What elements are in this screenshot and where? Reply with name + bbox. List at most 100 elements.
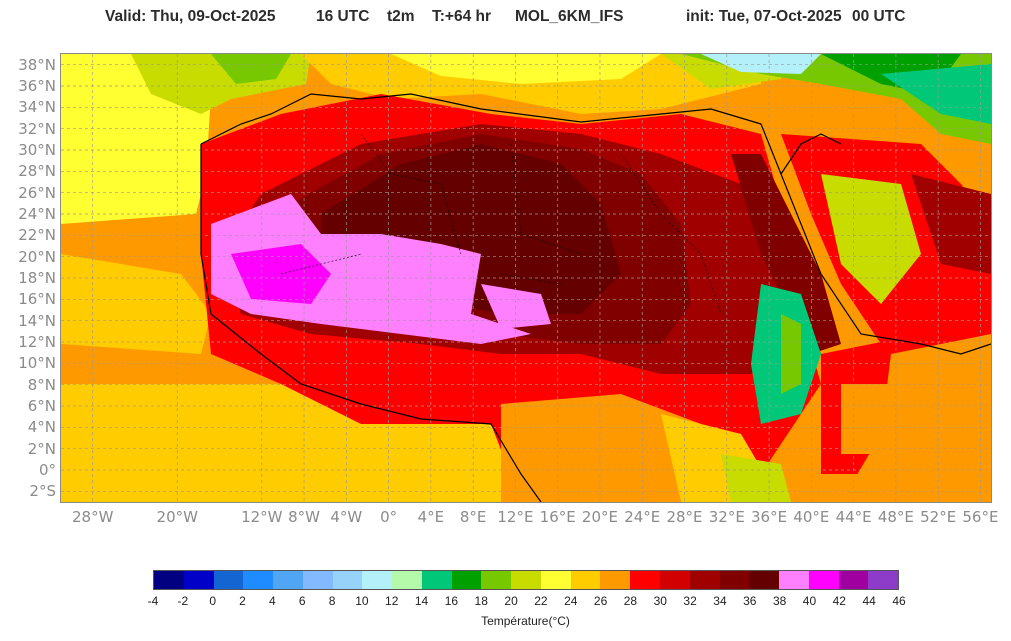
colorbar-swatch [630,571,661,589]
lat-tick-label: 0° [38,461,56,479]
colorbar-tick-label: 12 [385,594,399,608]
valid-hour: 16 UTC [316,8,370,25]
colorbar-swatch [362,571,393,589]
init-hour: 00 UTC [852,8,906,25]
lon-tick-label: 20°W [156,508,198,526]
lat-tick-label: 6°N [27,397,56,415]
lat-tick-label: 2°S [29,482,56,501]
colorbar-swatch [481,571,512,589]
colorbar-tick-label: 30 [653,594,667,608]
colorbar-swatch [779,571,809,589]
colorbar-tick-label: -4 [147,594,159,608]
lat-tick-label: 16°N [18,290,56,309]
lat-tick-label: 24°N [18,205,56,223]
colorbar-tick-label: 36 [743,594,757,608]
lat-tick-label: 18°N [18,269,56,287]
lat-tick-label: 2°N [27,439,56,458]
colorbar-tick-label: 18 [474,594,488,608]
lon-tick-label: 44°E [835,508,872,526]
colorbar-tick-label: 10 [355,594,369,608]
init-time: init: Tue, 07-Oct-2025 [686,8,842,25]
colorbar-swatch [719,571,750,589]
colorbar-swatch [660,571,690,589]
lon-tick-label: 20°E [581,508,618,526]
colorbar-swatch [332,571,363,589]
colorbar-swatch [838,571,869,589]
colorbar-tick-label: 46 [892,594,906,608]
lat-tick-label: 26°N [18,183,56,202]
colorbar-swatch [749,571,780,589]
lat-tick-label: 38°N [18,55,56,74]
lon-tick-label: 16°E [539,508,576,526]
colorbar-tick-label: 28 [623,594,638,608]
variable-name: t2m [387,8,415,25]
lon-tick-label: 8°E [459,508,487,526]
lat-tick-label: 8°N [27,375,56,394]
colorbar-swatch [273,571,303,589]
colorbar-tick-label: 20 [504,594,518,608]
colorbar-tick-label: 24 [564,594,578,608]
model-name: MOL_6KM_IFS [515,8,624,25]
colorbar-swatch [689,571,720,589]
lat-tick-label: 10°N [18,354,56,373]
lat-tick-label: 22°N [18,226,56,245]
colorbar [153,570,899,590]
colorbar-tick-label: 32 [683,594,697,608]
lon-tick-label: 28°W [71,508,114,526]
lon-tick-label: 32°E [708,508,745,526]
colorbar-swatch [243,571,274,589]
temperature-map[interactable] [60,53,992,503]
colorbar-tick-label: 26 [593,594,608,608]
lat-tick-label: 20°N [18,247,56,266]
colorbar-tick-label: 6 [298,594,306,608]
colorbar-swatch [154,571,184,589]
lat-tick-label: 4°N [27,418,56,437]
lon-tick-label: 4°E [417,508,445,526]
lon-tick-label: 4°W [330,508,363,526]
lat-tick-label: 32°N [18,119,56,138]
colorbar-swatch [183,571,214,589]
colorbar-swatch [540,571,571,589]
colorbar-tick-label: 2 [239,594,246,608]
colorbar-tick-label: 4 [269,594,276,608]
lon-tick-label: 40°E [793,508,830,526]
lat-tick-label: 34°N [18,98,56,117]
lon-tick-label: 0° [380,508,398,526]
lat-tick-label: 36°N [18,77,56,95]
colorbar-swatch [808,571,839,589]
temperature-field [61,54,991,502]
lead-time: T:+64 hr [432,8,492,25]
colorbar-tick-label: 44 [862,594,876,608]
colorbar-tick-label: 40 [802,594,817,608]
lon-tick-label: 8°W [288,508,320,526]
colorbar-swatch [213,571,244,589]
colorbar-tick-label: 14 [414,594,429,608]
lon-tick-label: 28°E [666,508,703,526]
colorbar-tick-label: 34 [713,594,727,608]
colorbar-tick-label: 16 [444,594,459,608]
colorbar-tick-label: 38 [772,594,787,608]
lon-tick-label: 56°E [962,508,999,526]
colorbar-tick-label: -2 [177,594,189,608]
lon-tick-label: 12°W [241,508,283,526]
colorbar-swatch [600,571,631,589]
lat-tick-label: 28°N [18,162,56,181]
colorbar-tick-label: 0 [209,594,217,608]
valid-time: Valid: Thu, 09-Oct-2025 [105,8,276,25]
lon-tick-label: 36°E [751,508,788,526]
lat-tick-label: 12°N [18,333,56,351]
colorbar-title: Température(°C) [481,614,570,628]
lon-tick-label: 48°E [877,508,914,526]
colorbar-swatch [868,571,899,589]
colorbar-tick-label: 22 [534,594,548,608]
colorbar-swatch [451,571,482,589]
colorbar-swatch [302,571,333,589]
lon-tick-label: 12°E [497,508,534,526]
map-title: Valid: Thu, 09-Oct-2025 16 UTC t2m T:+64… [0,8,1011,30]
colorbar-swatch [511,571,541,589]
lon-tick-label: 24°E [624,508,661,526]
colorbar-tick-label: 8 [328,594,336,608]
colorbar-tick-label: 42 [832,594,846,608]
colorbar-swatch [421,571,452,589]
colorbar-swatch [570,571,601,589]
